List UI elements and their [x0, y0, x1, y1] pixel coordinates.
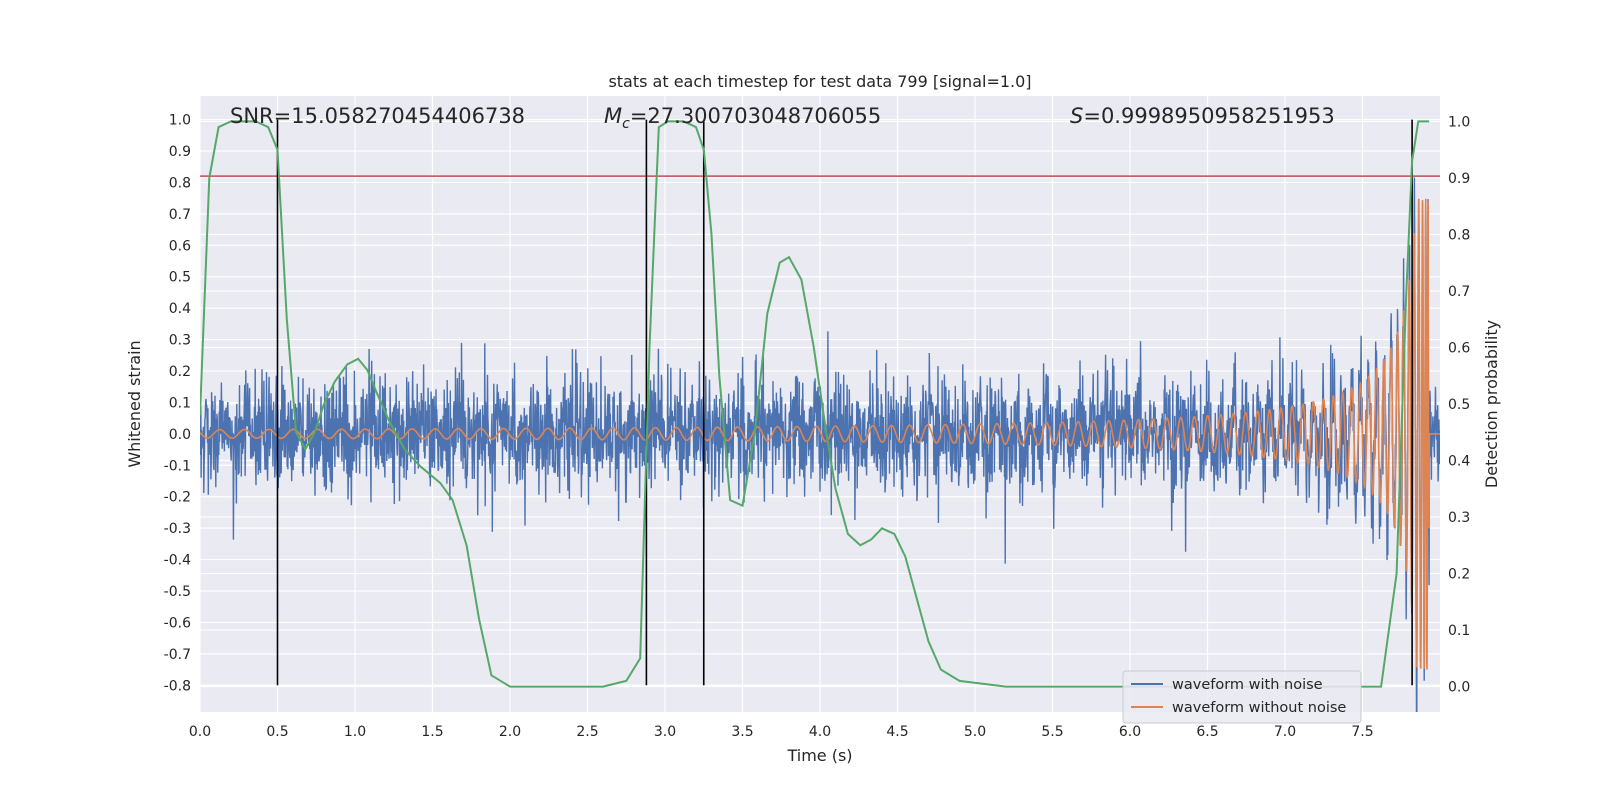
y-right-tick-label: 0.9	[1448, 171, 1470, 187]
y-tick-label: 0.9	[169, 144, 191, 160]
clean-waveform-line	[200, 198, 1440, 670]
y-right-tick-label: 0.7	[1448, 284, 1470, 300]
y-tick-label: 0.8	[169, 175, 191, 191]
legend-label-noise: waveform with noise	[1172, 677, 1323, 693]
chirp-mass-annotation: Mc=27.300703048706055	[604, 104, 881, 132]
y-tick-label: 0.4	[169, 301, 191, 317]
x-tick-label: 1.0	[344, 724, 366, 740]
y-right-tick-label: 0.0	[1448, 680, 1470, 696]
x-tick-label: 4.0	[809, 724, 831, 740]
y-tick-label: -0.8	[164, 678, 191, 694]
x-tick-label: 6.5	[1196, 724, 1218, 740]
y-tick-labels: 1.0 0.9 0.8 0.7 0.6 0.5 0.4 0.3 0.2 0.1 0.0 -0.1 -0.…	[164, 113, 191, 695]
y-tick-label: -0.3	[164, 521, 191, 537]
x-tick-labels: 0.0 0.5 1.0 1.5 2.0 2.5 3.0 3.5 4.0 4.5 5.0 5.5 6.0 6…	[189, 724, 1374, 740]
x-tick-label: 5.5	[1041, 724, 1063, 740]
x-tick-label: 1.5	[421, 724, 443, 740]
y-right-tick-label: 0.1	[1448, 623, 1470, 639]
y-tick-label: 1.0	[169, 113, 191, 129]
legend-label-clean: waveform without noise	[1172, 700, 1346, 716]
y-right-axis-label: Detection probability	[1482, 320, 1501, 488]
score-annotation: S=0.9998950958251953	[1070, 104, 1335, 128]
y-tick-label: 0.2	[169, 364, 191, 380]
x-axis-label: Time (s)	[786, 746, 852, 765]
y-tick-label: 0.3	[169, 333, 191, 349]
plot-area	[200, 119, 1440, 712]
y-axis-label: Whitened strain	[125, 340, 144, 467]
chart-title: stats at each timestep for test data 799…	[608, 72, 1031, 91]
legend-box	[1122, 670, 1362, 724]
y-right-tick-label: 0.6	[1448, 340, 1470, 356]
y-tick-label: -0.5	[164, 584, 191, 600]
x-tick-label: 6.0	[1119, 724, 1141, 740]
legend: waveform with noise waveform without noi…	[1122, 670, 1362, 724]
y-tick-label: 0.0	[169, 427, 191, 443]
snr-annotation: SNR=15.058270454406738	[230, 104, 525, 128]
x-tick-label: 2.0	[499, 724, 521, 740]
detection-probability-line	[200, 120, 1430, 688]
y-right-tick-label: 0.2	[1448, 567, 1470, 583]
y-tick-label: -0.1	[164, 458, 191, 474]
y-right-tick-label: 0.8	[1448, 227, 1470, 243]
x-tick-label: 0.5	[266, 724, 288, 740]
x-tick-label: 4.5	[886, 724, 908, 740]
y-tick-label: 0.5	[169, 270, 191, 286]
y-tick-label: 0.6	[169, 238, 191, 254]
x-tick-label: 5.0	[964, 724, 986, 740]
x-tick-label: 7.0	[1274, 724, 1296, 740]
x-tick-label: 3.5	[731, 724, 753, 740]
y-right-tick-labels: 1.0 0.9 0.8 0.7 0.6 0.5 0.4 0.3 0.2 0.1 0.0	[1448, 114, 1470, 695]
y-tick-label: -0.2	[164, 490, 191, 506]
y-tick-label: 0.1	[169, 395, 191, 411]
noisy-waveform-line	[200, 177, 1440, 712]
x-tick-label: 3.0	[654, 724, 676, 740]
x-tick-label: 0.0	[189, 724, 211, 740]
y-tick-label: -0.7	[164, 647, 191, 663]
y-tick-label: -0.6	[164, 615, 191, 631]
y-tick-label: 0.7	[169, 207, 191, 223]
y-tick-label: -0.4	[164, 553, 191, 569]
y-right-tick-label: 0.5	[1448, 397, 1470, 413]
y-right-tick-label: 0.3	[1448, 510, 1470, 526]
y-right-tick-label: 1.0	[1448, 114, 1470, 130]
x-tick-label: 2.5	[576, 724, 598, 740]
y-right-tick-label: 0.4	[1448, 454, 1470, 470]
x-tick-label: 7.5	[1351, 724, 1373, 740]
